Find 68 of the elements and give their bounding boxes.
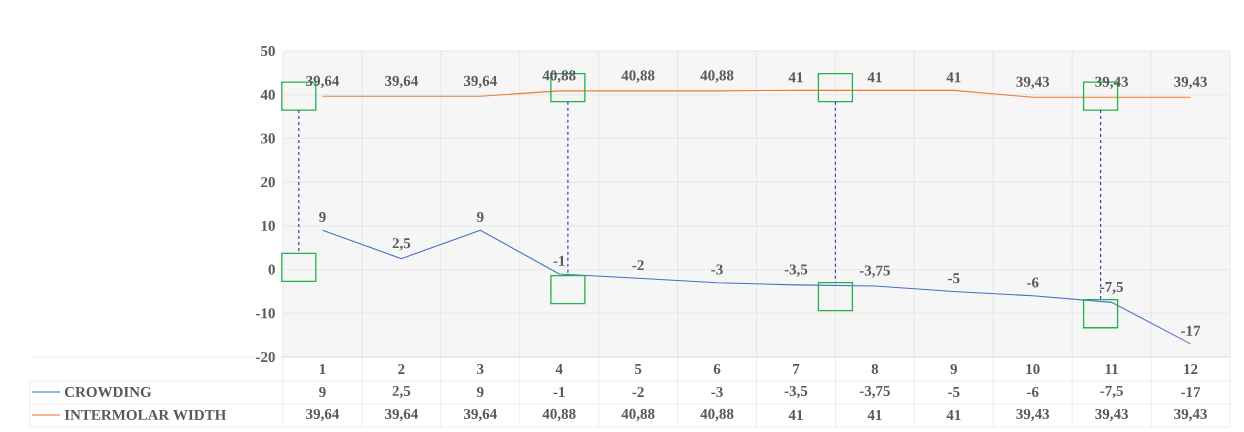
data-label: -17 — [1181, 387, 1201, 397]
data-label: -7,5 — [1100, 385, 1123, 399]
y-tick-label: 0 — [268, 264, 275, 275]
data-label: 41 — [788, 410, 803, 420]
y-tick-label: 50 — [261, 45, 275, 57]
y-tick-label: -20 — [256, 351, 275, 363]
data-label: 39,64 — [463, 408, 497, 422]
data-label: 41 — [946, 410, 961, 420]
text: -7,5 — [1100, 282, 1123, 295]
y-tick-label: 30 — [261, 133, 275, 144]
y-tick-label: 10 — [261, 220, 275, 231]
text: -3,5 — [784, 264, 808, 277]
data-label: -3 — [711, 386, 723, 398]
text: 41 — [867, 72, 882, 83]
data-label: 39,64 — [385, 408, 418, 422]
data-label: 40,88 — [621, 408, 655, 422]
text: -3 — [711, 264, 723, 275]
x-tick-label: 10 — [1026, 363, 1040, 375]
data-label: 40,88 — [542, 408, 576, 422]
x-tick-label: 12 — [1184, 364, 1198, 374]
data-label: -1 — [553, 387, 565, 397]
data-label: 39,43 — [1095, 408, 1128, 422]
text: 39,43 — [1016, 76, 1050, 90]
text: 9 — [319, 211, 326, 223]
data-label: -3,5 — [784, 385, 808, 399]
y-tick-label: 20 — [261, 177, 275, 188]
text: 9 — [476, 211, 484, 223]
text: -17 — [1181, 325, 1201, 336]
text: 40,88 — [621, 70, 655, 83]
text: 39,64 — [306, 75, 340, 89]
x-tick-label: 1 — [319, 364, 326, 374]
data-label: 39,43 — [1016, 408, 1050, 422]
x-tick-label: 9 — [950, 363, 957, 375]
y-tick-label: 40 — [260, 89, 275, 100]
data-label: 9 — [476, 386, 484, 398]
data-label: 9 — [319, 386, 326, 398]
text: 2,5 — [392, 238, 411, 251]
legend-label: CROWDING — [64, 386, 152, 398]
x-tick-label: 7 — [793, 364, 800, 374]
data-label: 39,64 — [306, 408, 340, 422]
x-tick-label: 2 — [398, 364, 405, 374]
x-tick-label: 5 — [634, 364, 642, 374]
data-label: 41 — [867, 410, 882, 420]
data-label: -3,75 — [859, 385, 890, 399]
legend-label: INTERMOLAR WIDTH — [64, 409, 227, 421]
text: 39,64 — [463, 75, 497, 89]
text: 39,43 — [1174, 76, 1207, 90]
text: -5 — [948, 273, 960, 284]
text: -6 — [1027, 277, 1039, 288]
text: 41 — [946, 72, 961, 83]
text: -3,75 — [859, 265, 890, 278]
x-tick-label: 6 — [713, 363, 721, 375]
data-label: -5 — [948, 387, 960, 397]
text: 39,64 — [385, 75, 418, 89]
text: -2 — [632, 260, 644, 271]
data-label: 40,88 — [700, 408, 734, 422]
y-tick-label: -10 — [256, 308, 275, 319]
x-tick-label: 3 — [477, 363, 484, 375]
text: -1 — [553, 255, 565, 266]
data-label: -2 — [632, 387, 644, 397]
data-label: 2,5 — [392, 385, 411, 399]
x-tick-label: 4 — [555, 364, 563, 374]
text: 41 — [788, 72, 803, 83]
x-tick-label: 8 — [871, 363, 879, 375]
data-label: 39,43 — [1174, 408, 1207, 422]
data-label: -6 — [1027, 386, 1039, 398]
x-tick-label: 11 — [1105, 364, 1118, 374]
text: 40,88 — [700, 70, 734, 83]
